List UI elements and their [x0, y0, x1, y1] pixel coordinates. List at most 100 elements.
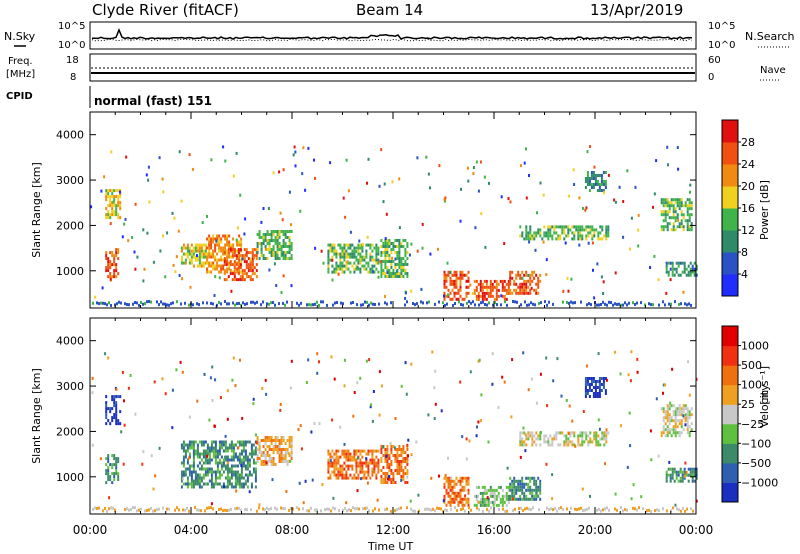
range-cell [580, 300, 582, 304]
range-cell [688, 216, 691, 220]
range-cell [297, 428, 300, 431]
range-cell [470, 301, 472, 305]
range-cell [583, 440, 586, 444]
range-cell [607, 234, 610, 238]
range-cell [603, 234, 606, 238]
range-cell [210, 482, 213, 486]
range-cell [347, 246, 350, 250]
range-cell [280, 291, 283, 295]
range-cell [326, 303, 328, 307]
range-cell [622, 509, 624, 513]
range-cell [596, 380, 599, 383]
range-cell [268, 268, 271, 272]
range-cell [463, 488, 466, 492]
range-cell [212, 455, 215, 459]
range-cell [521, 285, 524, 289]
range-cell [676, 146, 679, 149]
range-cell [603, 443, 606, 447]
range-cell [329, 461, 332, 465]
range-cell [406, 457, 409, 460]
range-cell [539, 279, 542, 283]
range-cell [528, 240, 531, 244]
range-cell [451, 485, 454, 489]
range-cell [523, 282, 526, 286]
range-cell [353, 261, 356, 265]
range-cell [186, 458, 189, 462]
range-cell [555, 225, 558, 229]
range-cell [316, 508, 318, 512]
range-cell [684, 404, 687, 408]
range-cell [200, 443, 203, 447]
freq-unit-label: [MHz] [6, 69, 35, 80]
range-cell [349, 473, 352, 477]
range-cell [377, 270, 380, 274]
range-cell [662, 228, 665, 232]
range-cell [113, 210, 116, 214]
range-cell [196, 249, 199, 253]
range-cell [236, 261, 239, 265]
range-cell [270, 248, 273, 251]
range-cell [525, 279, 528, 283]
range-cell [477, 189, 480, 193]
range-cell [192, 461, 195, 465]
range-cell [636, 370, 639, 374]
range-cell [180, 443, 183, 447]
range-cell [476, 425, 478, 429]
range-cell [594, 389, 597, 392]
range-cell [223, 251, 226, 255]
range-cell [341, 252, 344, 256]
range-cell [113, 398, 116, 402]
range-cell [398, 245, 401, 248]
range-cell [218, 249, 221, 253]
range-cell [232, 301, 234, 305]
range-cell [111, 407, 114, 411]
range-cell [351, 455, 354, 459]
range-cell [604, 392, 607, 395]
range-cell [519, 276, 522, 280]
range-cell [614, 492, 617, 496]
range-cell [596, 262, 599, 266]
range-cell [549, 434, 552, 438]
range-cell [369, 246, 372, 250]
range-cell [453, 291, 456, 295]
range-cell [200, 252, 203, 256]
range-cell [292, 153, 295, 157]
range-cell [116, 302, 118, 306]
range-cell [117, 419, 120, 423]
range-cell [244, 440, 247, 444]
range-cell [525, 497, 528, 501]
range-cell [382, 466, 385, 469]
range-cell [630, 216, 633, 220]
range-cell [90, 205, 93, 209]
range-cell [561, 228, 564, 232]
range-cell [270, 463, 273, 466]
range-cell [208, 234, 211, 238]
range-cell [138, 303, 140, 307]
range-cell [182, 243, 185, 247]
range-cell [235, 151, 238, 155]
range-cell [461, 500, 464, 504]
range-cell [377, 461, 380, 465]
range-cell [112, 506, 114, 510]
range-cell [678, 404, 681, 408]
range-cell [531, 434, 534, 438]
range-cell [586, 177, 589, 180]
range-cell [430, 508, 432, 512]
range-cell [182, 470, 185, 474]
range-cell [365, 359, 368, 363]
range-cell [527, 434, 530, 438]
range-cell [171, 426, 174, 430]
range-cell [666, 198, 669, 202]
range-cell [503, 500, 506, 504]
range-cell [216, 261, 219, 265]
range-cell [128, 508, 130, 512]
range-cell [284, 442, 287, 445]
range-cell [334, 301, 336, 305]
range-cell [574, 444, 577, 448]
range-cell [372, 270, 375, 274]
range-cell [243, 232, 246, 236]
range-cell [380, 448, 383, 451]
range-cell [132, 506, 134, 509]
range-cell [258, 451, 261, 454]
range-cell [674, 216, 677, 220]
